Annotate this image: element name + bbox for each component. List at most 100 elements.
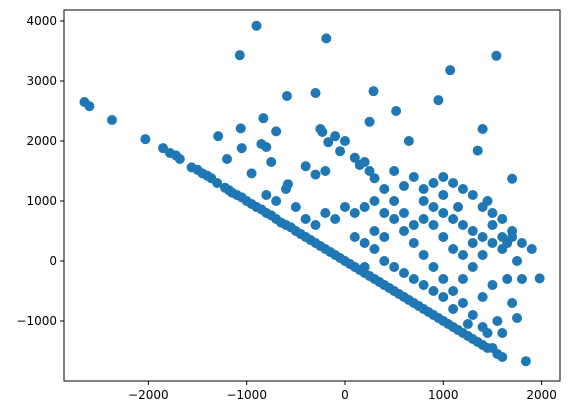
point (418, 213, 429, 224)
point (398, 267, 409, 278)
point (364, 116, 375, 127)
point (453, 201, 464, 212)
point (290, 201, 301, 212)
point (438, 231, 449, 242)
point (222, 153, 233, 164)
point (482, 195, 493, 206)
point (507, 297, 518, 308)
point (398, 180, 409, 191)
point (369, 173, 380, 184)
point (379, 183, 390, 194)
point (408, 273, 419, 284)
point (408, 237, 419, 248)
point (472, 145, 483, 156)
point (261, 189, 272, 200)
point (507, 231, 518, 242)
point (418, 249, 429, 260)
point (448, 303, 459, 314)
point (369, 225, 380, 236)
y-tick-label: 4000 (26, 14, 57, 28)
point (389, 195, 400, 206)
point (497, 351, 508, 362)
point (477, 123, 488, 134)
point (280, 183, 291, 194)
point (339, 135, 350, 146)
point (467, 237, 478, 248)
point (418, 195, 429, 206)
point (359, 156, 370, 167)
point (321, 33, 332, 44)
point (236, 143, 247, 154)
point (467, 225, 478, 236)
point (457, 273, 468, 284)
point (398, 207, 409, 218)
point (379, 255, 390, 266)
point (234, 50, 245, 61)
point (403, 135, 414, 146)
point (391, 105, 402, 116)
point (428, 201, 439, 212)
point (359, 237, 370, 248)
point (534, 273, 545, 284)
x-tick-label: 2000 (526, 388, 557, 402)
point (448, 213, 459, 224)
x-tick-label: −2000 (128, 388, 169, 402)
point (487, 207, 498, 218)
point (438, 171, 449, 182)
point (477, 231, 488, 242)
point (281, 90, 292, 101)
point (258, 113, 269, 124)
point (438, 189, 449, 200)
point (520, 356, 531, 367)
point (482, 327, 493, 338)
point (310, 219, 321, 230)
point (497, 213, 508, 224)
point (349, 231, 360, 242)
point (212, 177, 223, 188)
point (445, 65, 456, 76)
point (379, 231, 390, 242)
point (457, 249, 468, 260)
point (448, 243, 459, 254)
point (467, 189, 478, 200)
point (251, 20, 262, 31)
point (339, 201, 350, 212)
point (491, 50, 502, 61)
point (516, 237, 527, 248)
point (428, 177, 439, 188)
point (438, 207, 449, 218)
point (300, 213, 311, 224)
y-tick-label: −1000 (16, 314, 57, 328)
x-tick-label: −1000 (226, 388, 267, 402)
point (433, 95, 444, 106)
point (213, 131, 224, 142)
point (487, 237, 498, 248)
point (418, 279, 429, 290)
point (462, 318, 473, 329)
point (389, 165, 400, 176)
point (349, 152, 360, 163)
point (467, 309, 478, 320)
y-tick-label: 3000 (26, 74, 57, 88)
x-tick-label: 1000 (428, 388, 459, 402)
point (300, 161, 311, 172)
point (369, 243, 380, 254)
point (497, 231, 508, 242)
point (84, 101, 95, 112)
point (330, 213, 341, 224)
point (507, 173, 518, 184)
point (467, 261, 478, 272)
point (398, 225, 409, 236)
point (368, 86, 379, 97)
point (359, 261, 370, 272)
point (477, 291, 488, 302)
point (174, 153, 185, 164)
point (526, 243, 537, 254)
point (359, 201, 370, 212)
point (512, 255, 523, 266)
point (246, 168, 257, 179)
x-tick-label: 0 (341, 388, 349, 402)
point (310, 87, 321, 98)
point (477, 249, 488, 260)
